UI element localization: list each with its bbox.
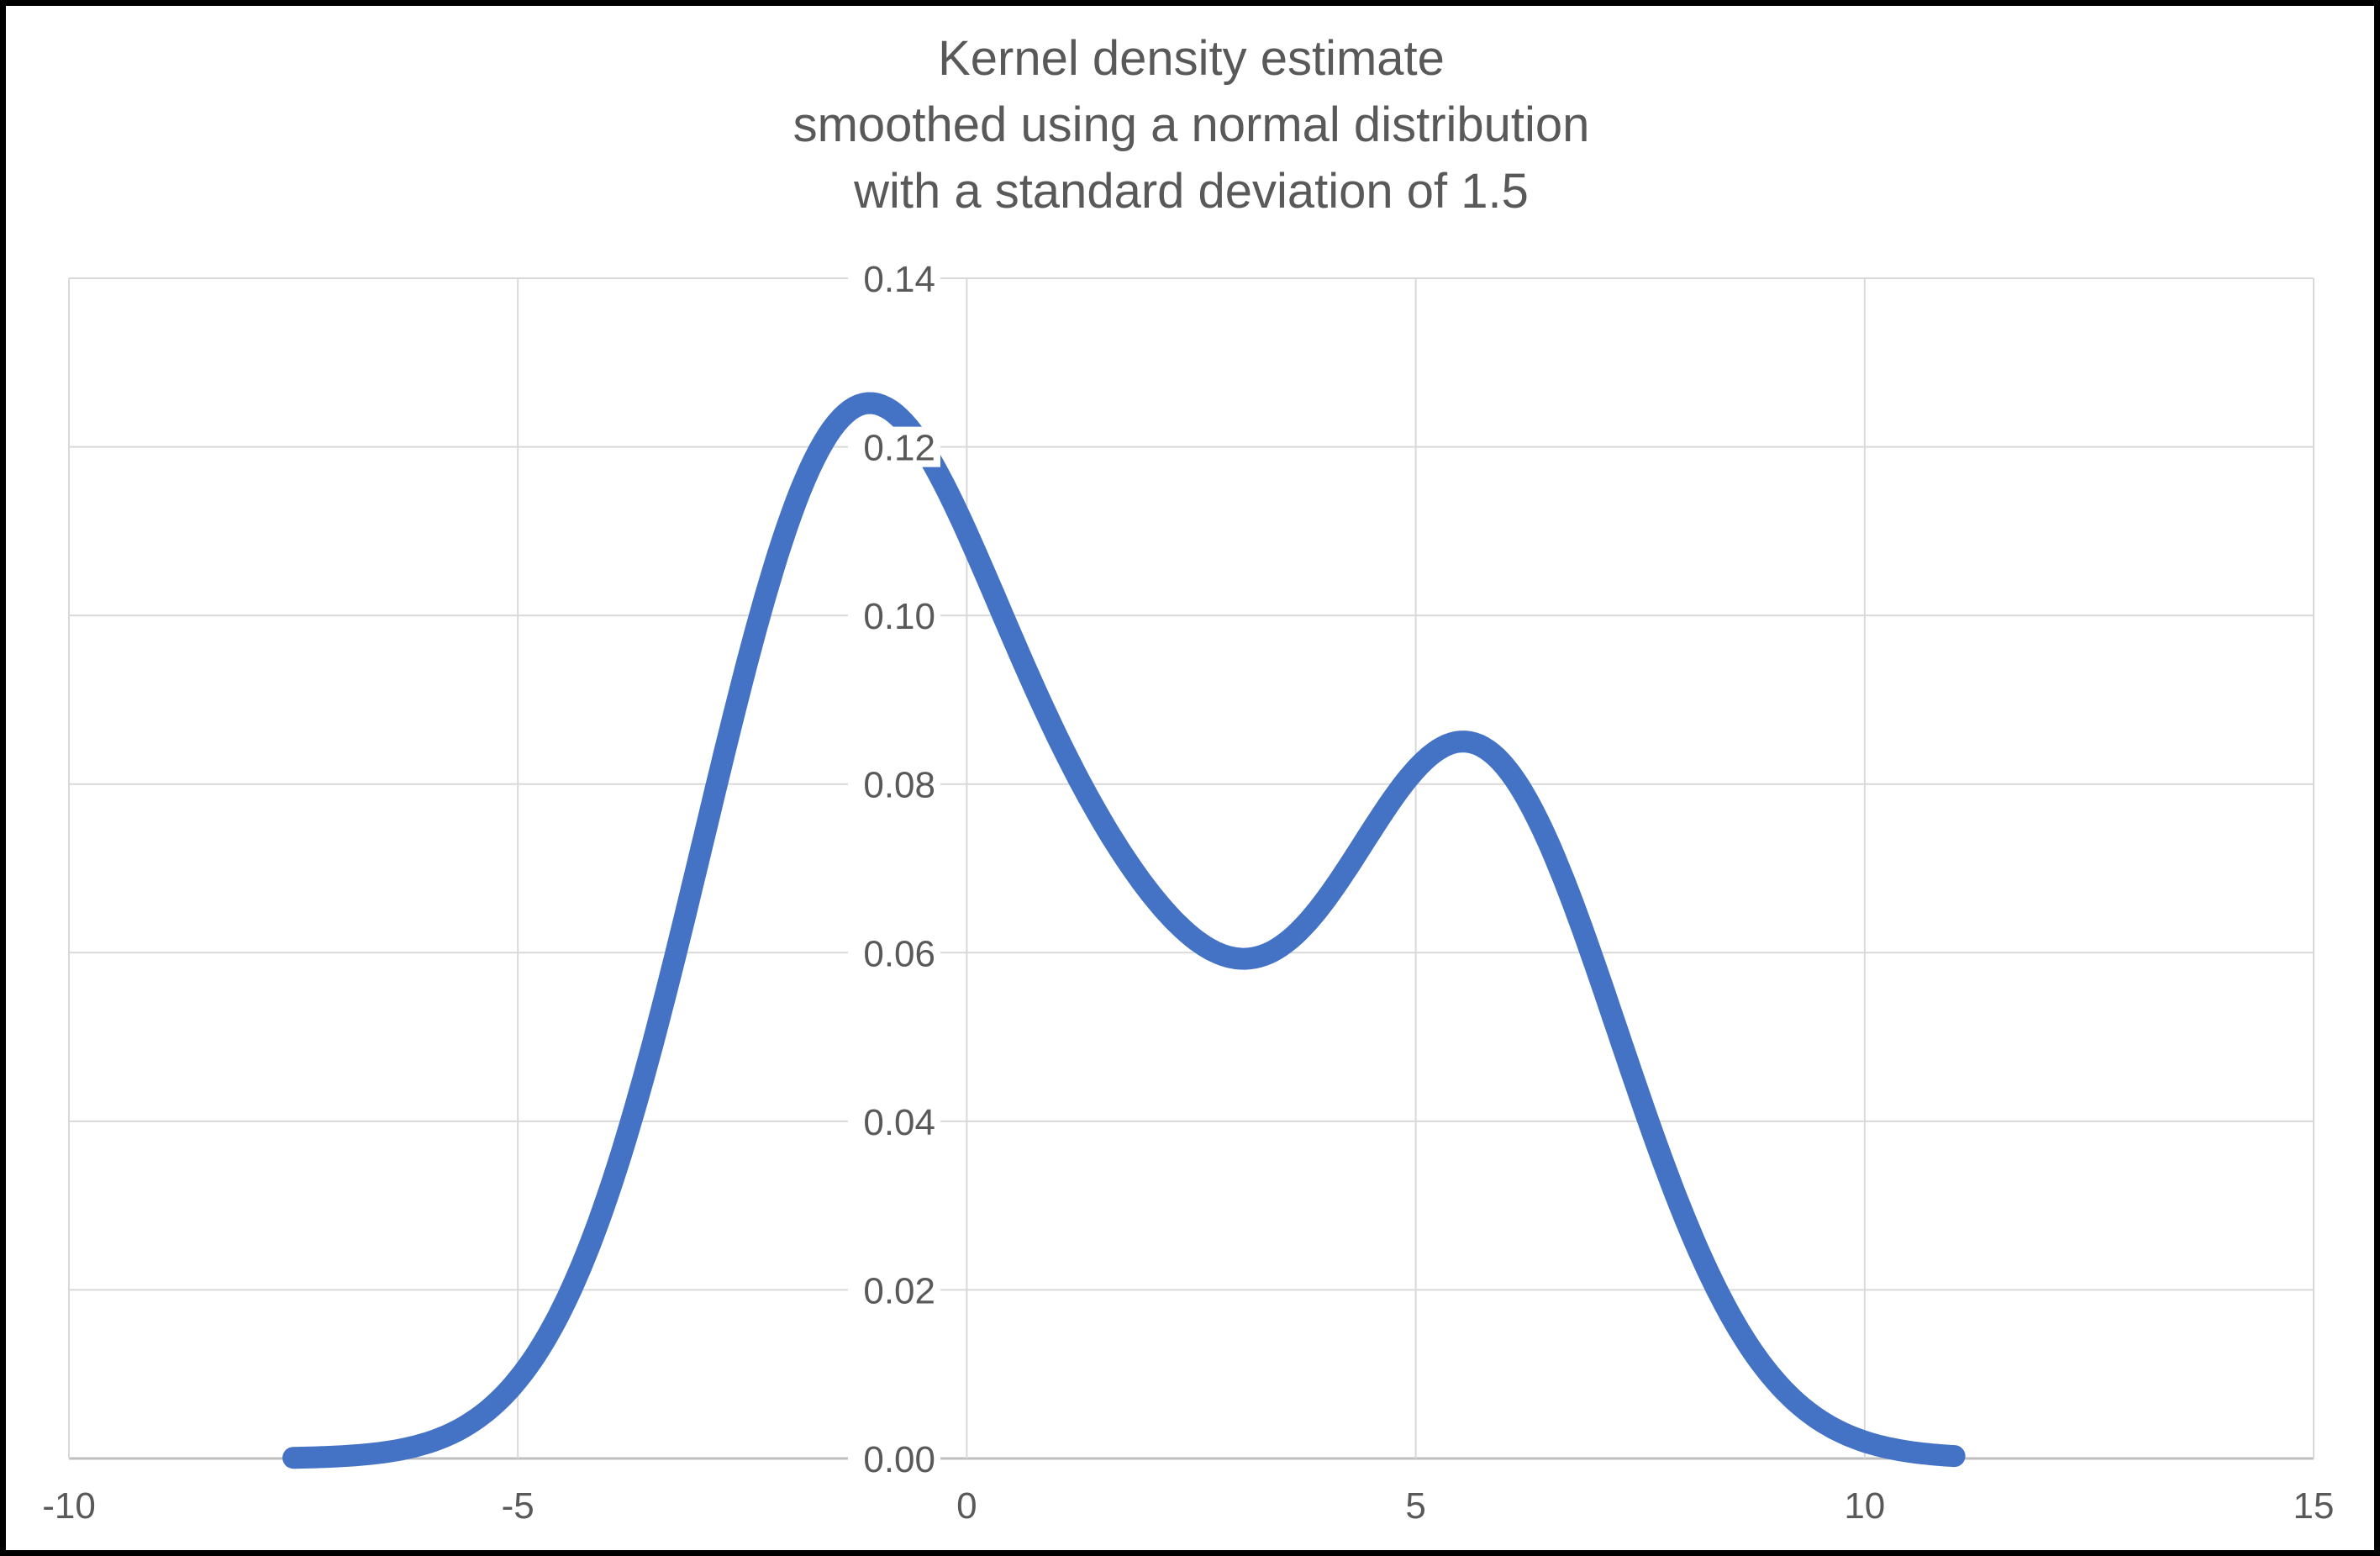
x-tick-label: -10 [42, 1485, 96, 1527]
y-tick-label: 0.08 [863, 765, 935, 806]
y-tick-label-bg [848, 426, 940, 467]
chart-title-line-2: smoothed using a normal distribution [792, 98, 1590, 152]
x-tick-label: 0 [956, 1485, 977, 1527]
y-tick-label-bg [848, 932, 940, 973]
y-tick-label-bg [848, 1438, 940, 1479]
chart-title-line-1: Kernel density estimate [938, 31, 1445, 86]
y-tick-label: 0.00 [863, 1439, 935, 1480]
y-tick-label: 0.10 [863, 596, 935, 637]
y-tick-label: 0.12 [863, 428, 935, 469]
x-tick-label: -5 [502, 1485, 534, 1527]
y-tick-label: 0.06 [863, 933, 935, 974]
chart-title-line-3: with a standard deviation of 1.5 [854, 164, 1529, 219]
x-tick-label: 5 [1405, 1485, 1425, 1527]
kde-curve [282, 392, 1966, 1469]
y-tick-label: 0.14 [863, 259, 935, 300]
chart-title: Kernel density estimate smoothed using a… [69, 25, 2314, 224]
x-tick-label: 15 [2293, 1485, 2335, 1527]
y-tick-label-bg [848, 258, 940, 298]
y-tick-label-bg [848, 1269, 940, 1311]
y-tick-label: 0.02 [863, 1270, 935, 1311]
y-tick-label-bg [848, 595, 940, 636]
y-tick-label-bg [848, 1100, 940, 1142]
y-tick-label: 0.04 [863, 1102, 935, 1143]
x-tick-label: 10 [1844, 1485, 1885, 1527]
y-tick-label-bg [848, 763, 940, 804]
